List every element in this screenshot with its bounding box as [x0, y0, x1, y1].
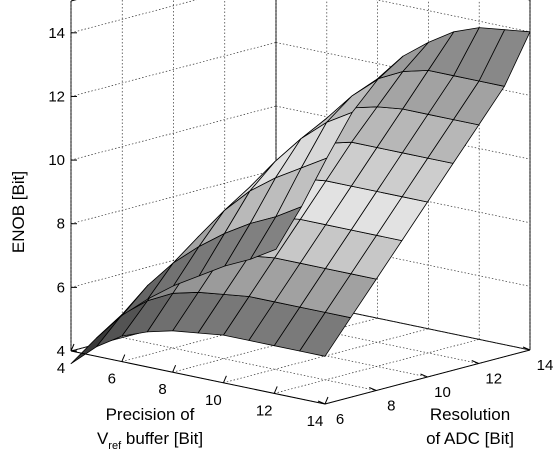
surface-mesh: [70, 27, 531, 365]
x-tick-label: 8: [158, 381, 166, 398]
gridline-z-wall-left: [70, 105, 277, 161]
x-tick-mark: [70, 343, 75, 352]
gridline-y-floor: [122, 337, 377, 391]
z-tick-label: 8: [57, 216, 65, 233]
y-tick-mark: [471, 360, 479, 364]
surface-patch: [249, 206, 302, 260]
x-tick-label: 14: [307, 413, 324, 430]
x-tick-mark: [324, 396, 329, 405]
x-tick-mark: [273, 386, 278, 394]
z-tick-label: 4: [57, 343, 65, 360]
y-tick-label: 10: [434, 384, 451, 401]
z-tick-label: 10: [48, 152, 65, 169]
z-axis-label: ENOB [Bit]: [9, 171, 28, 253]
y-axis-label-line1: Resolution: [430, 405, 510, 424]
x-tick-mark: [172, 365, 177, 373]
gridline-z-wall-right: [375, 0, 531, 33]
x-axis-label-line2: Vref buffer [Bit]: [97, 429, 203, 452]
box-edge-floor-front-left: [70, 350, 326, 405]
y-tick-label: 6: [336, 411, 344, 428]
gridline-x-floor: [223, 328, 429, 384]
y-tick-mark: [317, 400, 326, 405]
y-axis-label-line2: of ADC [Bit]: [426, 429, 514, 448]
y-tick-label: 14: [537, 357, 554, 374]
x-tick-mark: [121, 354, 126, 362]
z-tick-label: 12: [48, 88, 65, 105]
x-tick-label: 10: [205, 392, 222, 409]
y-tick-mark: [420, 373, 428, 378]
gridline-z-wall-left: [70, 0, 197, 34]
z-axis-ticks: 4 6 8 10 12 14: [48, 25, 77, 360]
y-axis-ticks: 6 8 10 12 14: [317, 346, 554, 428]
gridline-z-wall-left: [70, 42, 277, 97]
y-tick-mark: [522, 346, 531, 351]
x-axis-ticks: 4 6 8 10 12 14: [57, 343, 329, 430]
plot-box-front: [70, 349, 531, 405]
x-tick-label: 4: [57, 360, 65, 377]
x-axis-label-line1: Precision of: [106, 405, 195, 424]
y-tick-mark: [369, 387, 377, 391]
z-tick-label: 14: [48, 25, 65, 42]
y-tick-label: 8: [387, 398, 395, 415]
x-tick-label: 12: [256, 402, 273, 419]
x-tick-mark: [222, 375, 227, 383]
z-tick-label: 6: [57, 279, 65, 296]
y-tick-label: 12: [485, 371, 502, 388]
x-tick-label: 6: [108, 371, 116, 388]
